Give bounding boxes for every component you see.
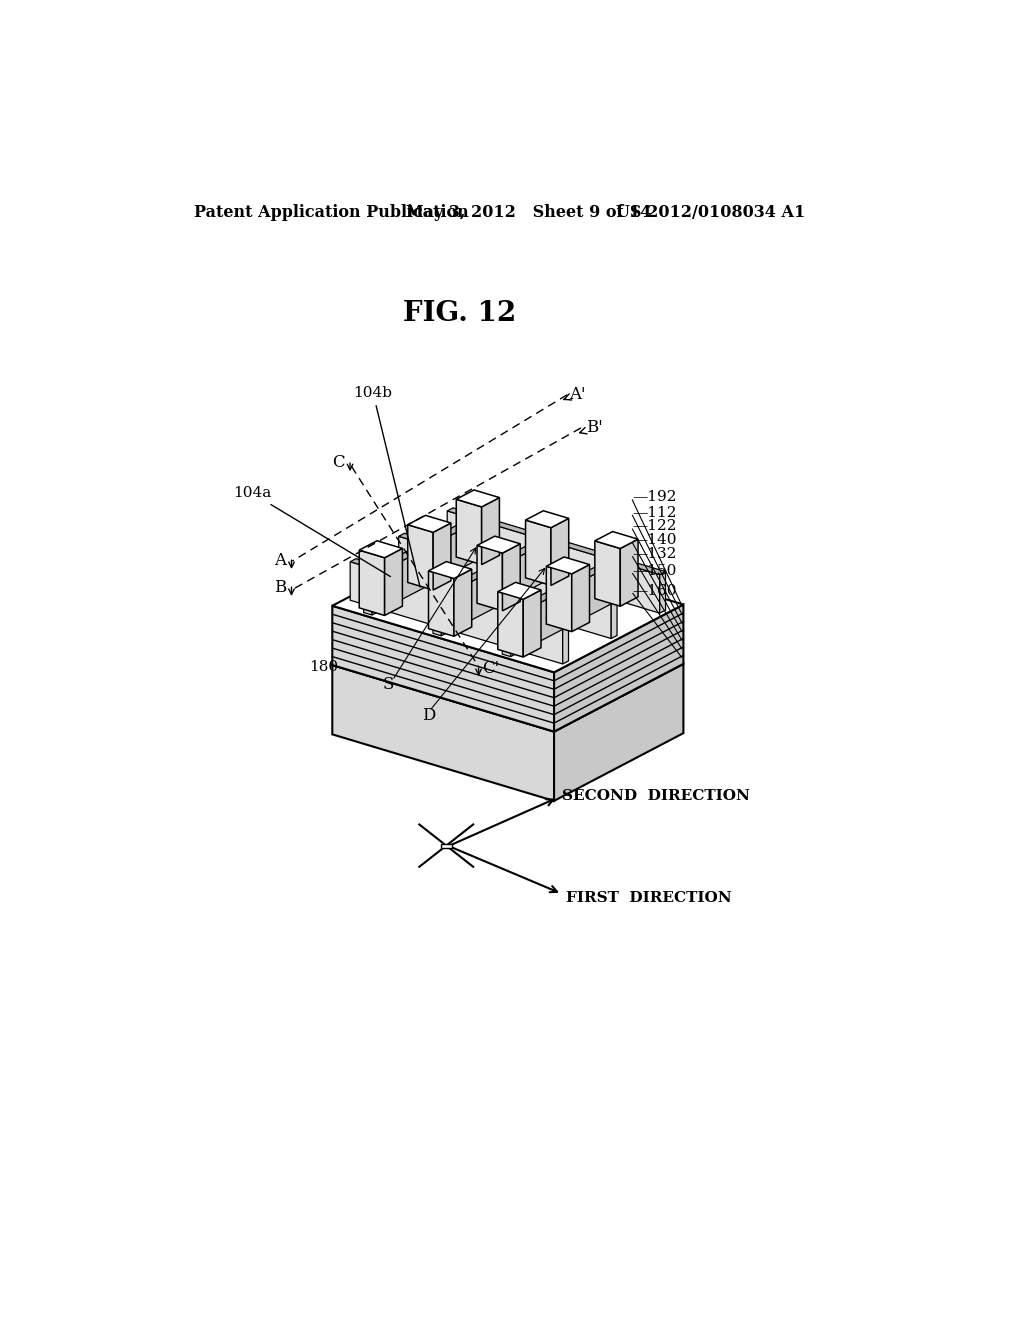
Polygon shape xyxy=(477,545,503,611)
Text: —150: —150 xyxy=(633,564,677,578)
Polygon shape xyxy=(481,498,500,565)
Text: US 2012/0108034 A1: US 2012/0108034 A1 xyxy=(615,203,805,220)
Text: S: S xyxy=(383,676,394,693)
Polygon shape xyxy=(498,582,541,599)
Polygon shape xyxy=(621,539,638,606)
Polygon shape xyxy=(525,520,551,586)
Polygon shape xyxy=(359,541,402,558)
Text: A': A' xyxy=(564,385,586,403)
Text: C': C' xyxy=(481,660,499,677)
Polygon shape xyxy=(571,565,590,632)
Polygon shape xyxy=(525,511,568,528)
Polygon shape xyxy=(595,532,638,549)
Polygon shape xyxy=(611,597,617,639)
Polygon shape xyxy=(372,512,495,615)
Polygon shape xyxy=(408,515,451,532)
Polygon shape xyxy=(433,523,451,590)
Polygon shape xyxy=(511,553,634,656)
Polygon shape xyxy=(350,562,563,664)
Text: 180: 180 xyxy=(309,660,338,673)
Polygon shape xyxy=(547,566,571,632)
Polygon shape xyxy=(498,591,523,657)
Text: C: C xyxy=(332,454,345,471)
Polygon shape xyxy=(333,539,683,672)
Polygon shape xyxy=(551,519,568,586)
Polygon shape xyxy=(364,574,372,615)
Polygon shape xyxy=(441,533,564,636)
Polygon shape xyxy=(398,533,617,601)
Polygon shape xyxy=(447,508,666,574)
Polygon shape xyxy=(563,623,568,664)
Polygon shape xyxy=(364,510,495,577)
Polygon shape xyxy=(350,558,568,626)
Polygon shape xyxy=(408,524,433,590)
Polygon shape xyxy=(523,590,541,657)
Polygon shape xyxy=(441,843,452,849)
Text: —132: —132 xyxy=(633,548,677,561)
Polygon shape xyxy=(554,605,683,731)
Text: 104a: 104a xyxy=(233,486,390,577)
Polygon shape xyxy=(503,544,520,611)
Polygon shape xyxy=(457,490,500,507)
Polygon shape xyxy=(333,665,554,801)
Polygon shape xyxy=(398,536,611,639)
Text: —122: —122 xyxy=(633,520,677,533)
Text: —112: —112 xyxy=(633,506,677,520)
Polygon shape xyxy=(385,548,402,615)
Polygon shape xyxy=(547,557,590,574)
Text: FIRST  DIRECTION: FIRST DIRECTION xyxy=(565,891,731,904)
Polygon shape xyxy=(554,664,683,801)
Polygon shape xyxy=(595,541,621,606)
Text: —140: —140 xyxy=(633,533,677,548)
Text: B': B' xyxy=(580,420,603,437)
Text: Patent Application Publication: Patent Application Publication xyxy=(194,203,468,220)
Text: SECOND  DIRECTION: SECOND DIRECTION xyxy=(562,789,750,803)
Text: —192: —192 xyxy=(633,490,677,504)
Polygon shape xyxy=(454,569,472,636)
Polygon shape xyxy=(428,570,454,636)
Polygon shape xyxy=(333,598,683,731)
Text: B: B xyxy=(273,578,286,595)
Polygon shape xyxy=(457,499,481,565)
Polygon shape xyxy=(428,561,472,578)
Polygon shape xyxy=(359,550,385,615)
Text: 104b: 104b xyxy=(353,387,420,587)
Polygon shape xyxy=(477,536,520,553)
Text: May 3, 2012   Sheet 9 of 14: May 3, 2012 Sheet 9 of 14 xyxy=(407,203,651,220)
Polygon shape xyxy=(503,615,511,656)
Text: FIG. 12: FIG. 12 xyxy=(403,301,517,327)
Text: A: A xyxy=(274,552,286,569)
Polygon shape xyxy=(447,511,659,614)
Polygon shape xyxy=(503,552,634,618)
Polygon shape xyxy=(433,531,564,598)
Polygon shape xyxy=(333,606,554,731)
Text: —160: —160 xyxy=(633,585,677,598)
Text: D: D xyxy=(422,706,435,723)
Polygon shape xyxy=(433,595,441,636)
Polygon shape xyxy=(659,572,666,614)
